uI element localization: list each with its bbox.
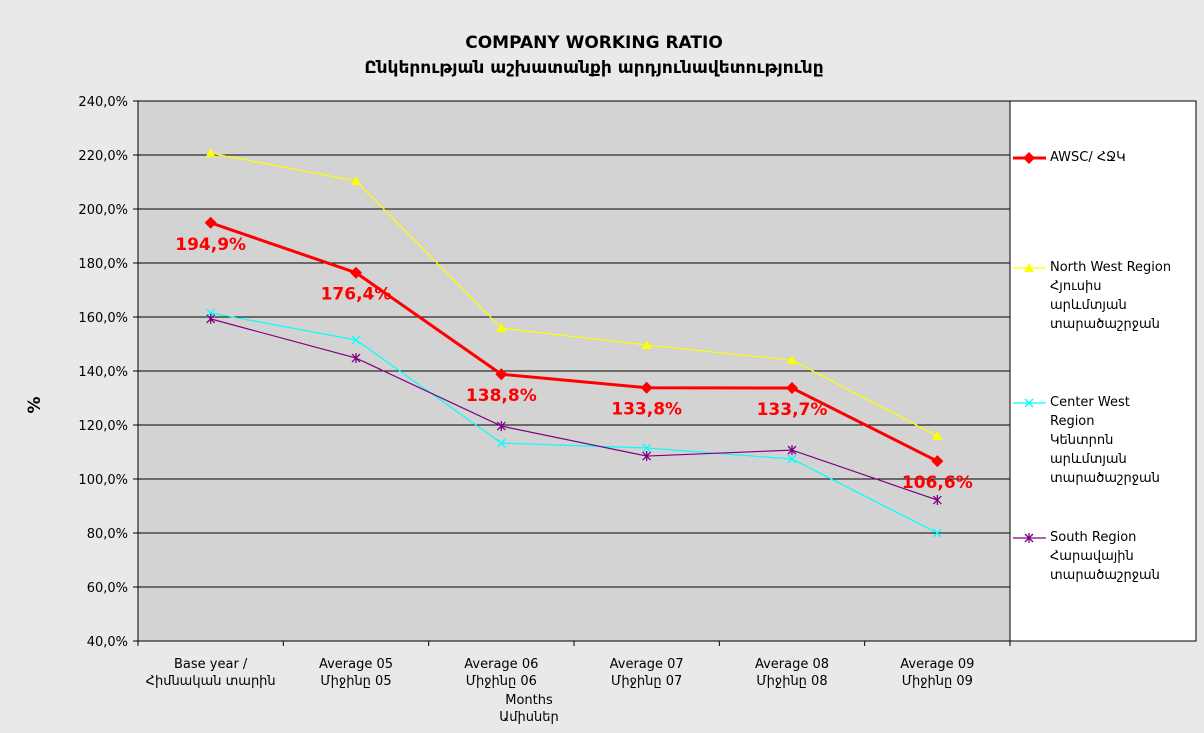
legend-label: South Region Հարավային տարածաշրջան xyxy=(1050,530,1160,583)
y-tick-label: 40,0% xyxy=(87,635,128,650)
data-label: 106,6% xyxy=(902,473,973,493)
marker xyxy=(1024,263,1034,272)
y-tick-label: 140,0% xyxy=(78,365,128,380)
y-tick-label: 100,0% xyxy=(78,473,128,488)
series-line xyxy=(210,221,939,463)
marker xyxy=(642,451,652,462)
legend-label: North West Region Հյուսիս արևմտյան տարած… xyxy=(1050,260,1172,332)
marker xyxy=(1023,152,1035,164)
series-line xyxy=(210,318,938,501)
marker xyxy=(932,431,943,441)
data-label: 133,8% xyxy=(611,400,682,420)
data-label: 194,9% xyxy=(175,235,246,255)
x-axis-label: Months Ամիսներ xyxy=(499,693,559,725)
y-tick-label: 220,0% xyxy=(78,149,128,164)
x-tick-label: Average 06 Միջինը 06 xyxy=(464,657,539,689)
y-tick-label: 180,0% xyxy=(78,257,128,272)
marker xyxy=(642,443,652,453)
y-tick-label: 120,0% xyxy=(78,419,128,434)
y-tick-label: 240,0% xyxy=(78,95,128,110)
data-label: 133,7% xyxy=(757,400,828,420)
series-line xyxy=(210,152,938,437)
series-line xyxy=(210,312,938,534)
marker xyxy=(495,368,508,381)
marker xyxy=(205,148,216,158)
y-axis-label: % xyxy=(25,396,45,413)
marker xyxy=(351,175,361,185)
chart-title: COMPANY WORKING RATIO xyxy=(465,33,723,53)
marker xyxy=(786,382,798,395)
data-label: 138,8% xyxy=(466,386,537,406)
marker xyxy=(932,528,942,538)
x-tick-label: Average 09 Միջինը 09 xyxy=(900,657,975,689)
x-tick-label: Average 05 Միջինը 05 xyxy=(318,657,394,689)
marker xyxy=(932,495,942,506)
marker xyxy=(1024,533,1034,543)
marker xyxy=(350,266,362,279)
marker xyxy=(1024,398,1034,408)
x-tick-label: Average 07 Միջինը 07 xyxy=(609,657,684,689)
marker xyxy=(351,335,361,345)
marker xyxy=(640,381,653,394)
legend-label: AWSC/ ՀՋԿ xyxy=(1050,150,1126,165)
y-tick-label: 160,0% xyxy=(78,311,128,326)
marker xyxy=(496,421,506,432)
x-tick-label: Average 08 Միջինը 08 xyxy=(754,657,830,689)
chart-subtitle: Ընկերության աշխատանքի արդյունավետություն… xyxy=(364,58,823,78)
marker xyxy=(204,216,217,229)
legend-box xyxy=(1009,100,1197,642)
data-label: 176,4% xyxy=(321,285,392,305)
x-tick-label: Base year / Հիմնական տարին xyxy=(145,657,276,689)
marker xyxy=(787,355,797,365)
marker xyxy=(787,445,797,456)
y-tick-label: 200,0% xyxy=(78,203,128,218)
marker xyxy=(931,455,944,468)
marker xyxy=(496,438,506,448)
marker xyxy=(206,313,216,324)
y-tick-label: 60,0% xyxy=(87,581,128,596)
marker xyxy=(641,340,652,350)
marker xyxy=(496,323,507,333)
y-tick-label: 80,0% xyxy=(87,527,128,542)
marker xyxy=(787,454,797,464)
marker xyxy=(351,353,361,364)
legend-label: Center West Region Կենտրոն արևմտյան տարա… xyxy=(1050,395,1160,486)
